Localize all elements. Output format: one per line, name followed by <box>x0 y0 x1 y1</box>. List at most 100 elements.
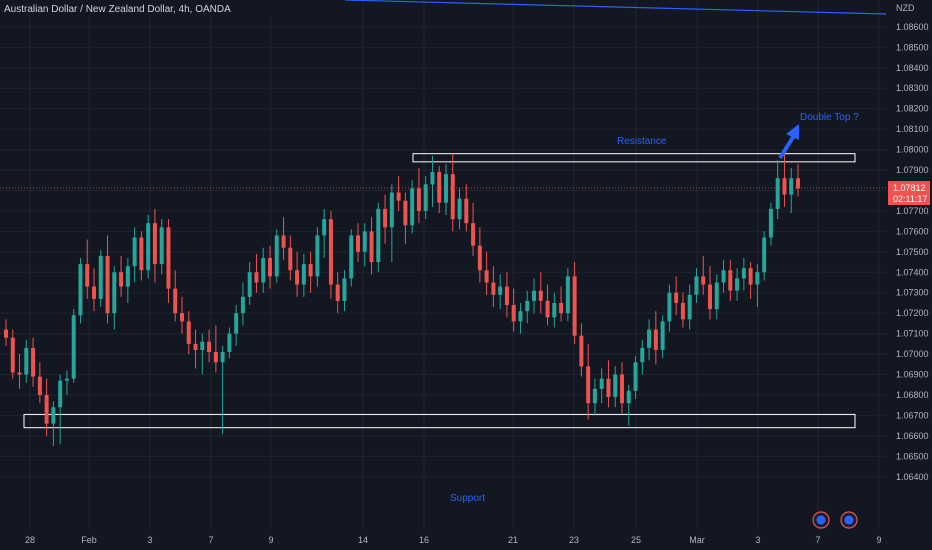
price-tick: 1.07500 <box>896 247 929 257</box>
price-tick: 1.07600 <box>896 226 929 236</box>
candle-body <box>213 352 218 363</box>
candle-body <box>498 286 503 295</box>
price-tick: 1.06400 <box>896 472 929 482</box>
time-tick: 9 <box>876 535 881 545</box>
support-label: Support <box>450 493 485 504</box>
candle-body <box>396 192 401 201</box>
candle-body <box>491 282 496 295</box>
chart-title: Australian Dollar / New Zealand Dollar, … <box>4 4 231 15</box>
candle-body <box>85 264 90 287</box>
candle-body <box>362 231 367 252</box>
price-tick: 1.06800 <box>896 390 929 400</box>
candle-body <box>416 188 421 211</box>
candle-body <box>78 264 83 316</box>
candle-body <box>640 347 645 363</box>
candle-body <box>782 178 787 195</box>
price-tick: 1.08600 <box>896 22 929 32</box>
candle-body <box>335 284 340 301</box>
candle-body <box>660 321 665 350</box>
flag-au-icon <box>816 515 826 525</box>
candle-body <box>768 208 773 238</box>
candle-body <box>227 333 232 353</box>
candle-body <box>240 296 245 314</box>
candle-body <box>234 313 239 334</box>
candle-body <box>708 284 712 310</box>
price-tick: 1.08000 <box>896 145 929 155</box>
candle-body <box>146 223 151 271</box>
candle-body <box>10 337 15 373</box>
candle-body <box>511 305 516 322</box>
candle-body <box>328 219 333 285</box>
candle-body <box>532 290 536 301</box>
last-price-tag: 1.07812 02:11:17 <box>888 181 930 206</box>
header-bg <box>0 0 300 16</box>
candle-body <box>741 268 746 279</box>
candle-body <box>762 237 767 273</box>
candle-body <box>450 174 455 220</box>
last-price-value: 1.07812 <box>893 183 926 193</box>
candle-body <box>796 178 800 189</box>
time-tick: 14 <box>358 535 368 545</box>
candle-body <box>430 172 435 185</box>
candle-body <box>376 208 381 263</box>
candle-body <box>254 272 259 283</box>
candle-body <box>626 390 631 404</box>
candle-body <box>173 288 178 314</box>
candle-body <box>383 208 388 228</box>
time-tick: 3 <box>755 535 760 545</box>
candle-body <box>464 198 469 224</box>
time-tick: 21 <box>508 535 518 545</box>
candle-body <box>714 282 719 310</box>
event-flag-1[interactable] <box>812 511 830 529</box>
candle-body <box>559 302 564 314</box>
candle-body <box>437 172 442 203</box>
candle-body <box>349 235 354 279</box>
candle-body <box>44 394 49 424</box>
candle-body <box>592 388 597 404</box>
candle-body <box>315 235 320 277</box>
candle-body <box>369 231 374 263</box>
price-tick: 1.07700 <box>896 206 929 216</box>
candle-body <box>586 366 591 404</box>
candle-body <box>775 178 780 209</box>
candle-body <box>477 245 482 271</box>
candle-body <box>721 270 726 283</box>
candle-body <box>484 270 489 283</box>
candle-body <box>410 188 415 226</box>
time-tick: 23 <box>569 535 579 545</box>
trendline[interactable] <box>344 0 887 15</box>
price-tick: 1.06700 <box>896 410 929 420</box>
price-tick: 1.07400 <box>896 267 929 277</box>
price-tick: 1.08100 <box>896 124 929 134</box>
candle-body <box>525 300 530 312</box>
price-tick: 1.06900 <box>896 370 929 380</box>
time-tick: 7 <box>815 535 820 545</box>
time-axis[interactable] <box>0 530 886 550</box>
candle-body <box>17 372 22 375</box>
candle-body <box>444 174 448 203</box>
price-tick: 1.07200 <box>896 308 929 318</box>
event-flag-2[interactable] <box>840 511 858 529</box>
candle-body <box>268 257 272 277</box>
candle-body <box>125 266 130 287</box>
resistance-zone[interactable] <box>412 153 856 163</box>
candle-body <box>301 264 306 285</box>
candle-body <box>308 264 313 277</box>
candle-body <box>545 300 550 318</box>
countdown-value: 02:11:17 <box>893 194 927 204</box>
candle-body <box>31 347 36 377</box>
candle-body <box>674 292 679 303</box>
price-axis[interactable] <box>886 0 932 550</box>
candle-body <box>4 329 8 338</box>
candle-body <box>112 272 117 314</box>
candle-body <box>166 227 171 289</box>
candle-body <box>687 294 692 320</box>
candle-body <box>538 290 543 301</box>
candle-body <box>247 272 252 297</box>
candle-body <box>606 378 611 398</box>
support-zone[interactable] <box>23 413 856 429</box>
candle-body <box>58 380 63 408</box>
candle-body <box>261 257 266 283</box>
candle-body <box>504 286 509 305</box>
